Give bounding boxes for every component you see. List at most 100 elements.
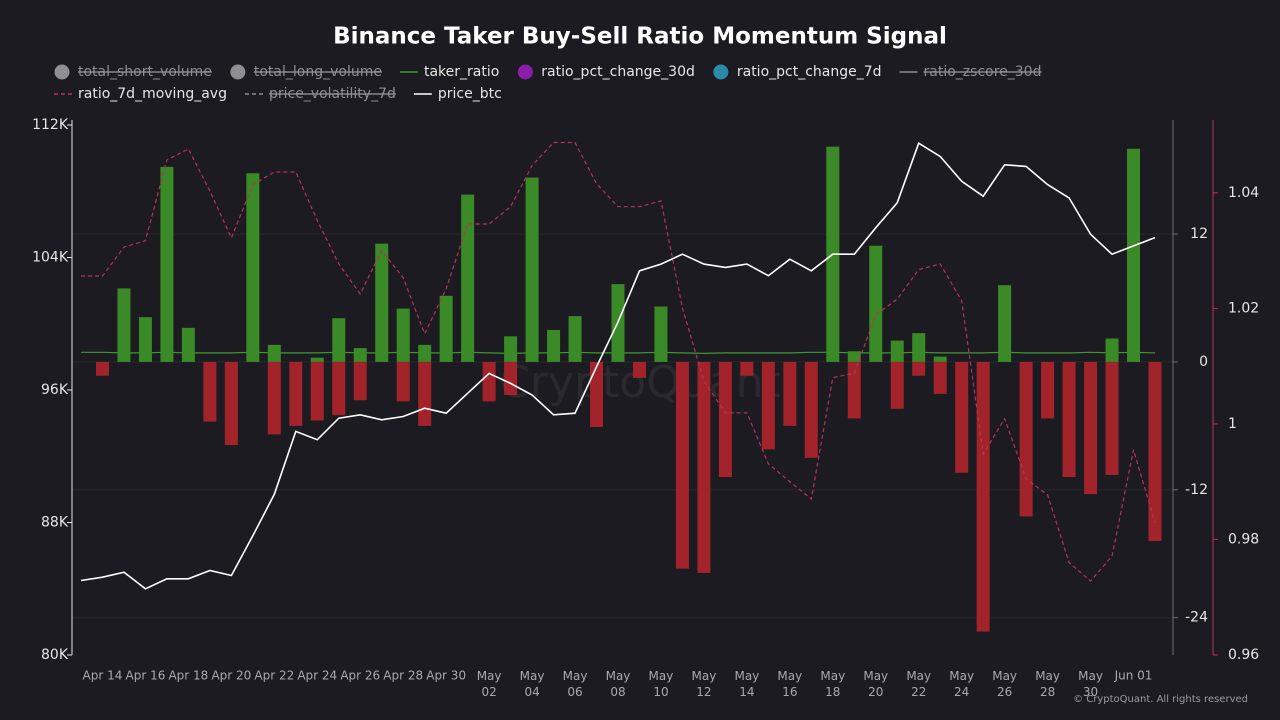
x-tick-label: Apr 18	[168, 669, 208, 683]
legend-label: price_volatility_7d	[269, 86, 396, 102]
bar	[375, 243, 389, 362]
bar	[418, 361, 432, 426]
bar	[439, 295, 453, 362]
bar	[310, 361, 324, 421]
bar	[761, 361, 775, 450]
bar	[912, 361, 926, 376]
bar	[654, 306, 668, 362]
bar	[976, 361, 990, 632]
legend-label: total_short_volume	[78, 64, 212, 80]
y2-tick-label: 12	[1190, 226, 1208, 242]
bar	[353, 348, 367, 362]
y-tick-label: 96K	[41, 382, 69, 398]
legend-item[interactable]: ratio_pct_change_7d	[713, 64, 882, 80]
legend-label: ratio_7d_moving_avg	[78, 86, 227, 102]
bar	[1019, 361, 1033, 517]
x-tick-label: Apr 30	[426, 669, 466, 683]
bar	[1105, 338, 1119, 362]
bar	[869, 245, 883, 362]
bar	[289, 361, 303, 426]
bar	[847, 361, 861, 419]
bar	[396, 308, 410, 362]
x-tick-label: May 30	[1078, 669, 1103, 699]
bar	[740, 361, 754, 376]
bar	[697, 361, 711, 573]
legend-item[interactable]: price_volatility_7d	[244, 86, 396, 102]
bar	[504, 361, 518, 395]
bar	[504, 336, 518, 362]
bar	[246, 173, 260, 362]
legend-item[interactable]: ratio_7d_moving_avg	[54, 86, 227, 102]
bar	[95, 361, 109, 376]
bar	[461, 194, 475, 362]
bar	[525, 177, 539, 362]
bar	[933, 361, 947, 394]
y-tick-label: 112K	[32, 117, 69, 133]
x-tick-label: Apr 16	[126, 669, 166, 683]
bar	[418, 344, 432, 362]
bar	[1148, 361, 1162, 541]
legend-label: total_long_volume	[254, 64, 382, 80]
bar	[482, 361, 496, 402]
x-tick-label: May 08	[606, 669, 631, 699]
y-tick-label: 80K	[41, 647, 69, 663]
bar	[783, 361, 797, 426]
x-tick-label: May 14	[734, 669, 759, 699]
bar	[890, 340, 904, 362]
bar	[353, 361, 367, 401]
x-tick-label: May 10	[649, 669, 674, 699]
x-tick-label: May 22	[906, 669, 931, 699]
bar	[1084, 361, 1098, 495]
legend-item[interactable]: ratio_pct_change_30d	[517, 64, 695, 80]
legend-symbol	[54, 64, 70, 80]
x-tick-label: Apr 14	[83, 669, 123, 683]
bar	[933, 356, 947, 362]
x-tick-label: May 16	[777, 669, 802, 699]
y2-tick-label: -12	[1185, 482, 1208, 498]
bar	[568, 316, 582, 362]
y3-tick-label: 1	[1228, 416, 1237, 432]
footer: © CryptoQuant. All rights reserved	[1073, 694, 1248, 705]
bar	[310, 357, 324, 362]
legend-item[interactable]: taker_ratio	[399, 64, 499, 80]
bar	[912, 333, 926, 362]
bar	[224, 361, 238, 446]
bar	[547, 329, 561, 362]
bar	[267, 344, 281, 362]
legend-symbol	[230, 64, 246, 80]
bar	[1041, 361, 1055, 419]
legend-label: ratio_pct_change_7d	[737, 64, 882, 80]
legend-item[interactable]: total_long_volume	[230, 64, 382, 80]
chart-title: Binance Taker Buy-Sell Ratio Momentum Si…	[333, 24, 947, 50]
x-tick-label: May 12	[692, 669, 717, 699]
y3-tick-label: 1.04	[1228, 185, 1259, 201]
y2-tick-label: -24	[1185, 610, 1208, 626]
legend-item[interactable]: ratio_zscore_30d	[899, 64, 1042, 80]
legend-label: price_btc	[438, 86, 502, 102]
legend-item[interactable]: price_btc	[413, 86, 502, 102]
y-tick-label: 104K	[32, 250, 69, 266]
y2-tick-label: 0	[1199, 354, 1208, 370]
x-tick-label: May 06	[563, 669, 588, 699]
legend-label: ratio_zscore_30d	[924, 64, 1042, 80]
bar	[847, 351, 861, 362]
line	[81, 141, 1156, 582]
bar	[396, 361, 410, 402]
bar	[1127, 148, 1141, 362]
legend-symbol	[713, 64, 729, 80]
legend-item[interactable]: total_short_volume	[54, 64, 212, 80]
line	[80, 142, 1156, 590]
x-tick-label: May 26	[992, 669, 1017, 699]
x-tick-label: Apr 24	[297, 669, 337, 683]
bar	[675, 361, 689, 569]
x-tick-label: May 18	[820, 669, 845, 699]
legend-label: ratio_pct_change_30d	[541, 64, 695, 80]
bar	[267, 361, 281, 435]
x-tick-label: Apr 28	[383, 669, 423, 683]
bar	[718, 361, 732, 478]
bar	[804, 361, 818, 458]
bar	[955, 361, 969, 473]
bar	[181, 327, 195, 362]
